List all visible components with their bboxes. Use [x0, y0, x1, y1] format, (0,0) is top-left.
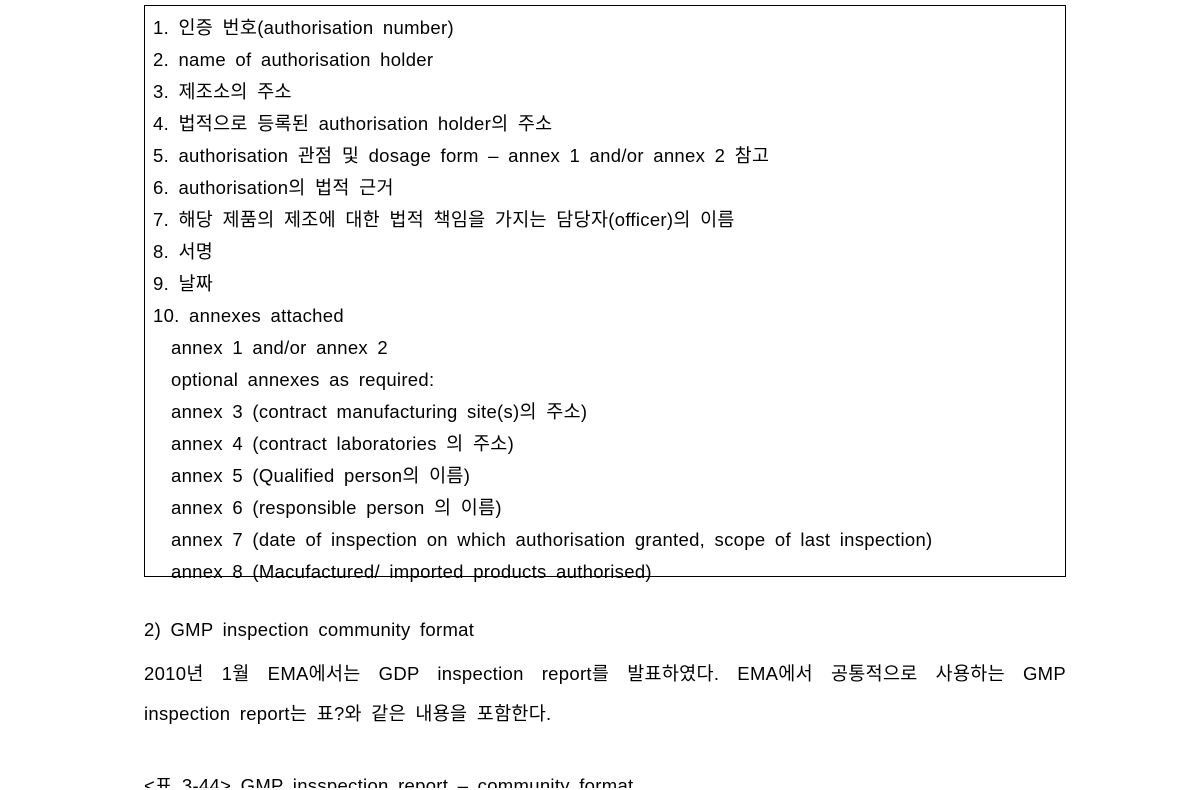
sub-item-4: annex 4 (contract laboratories 의 주소) — [153, 428, 1057, 460]
numbered-list-box: 1. 인증 번호(authorisation number) 2. name o… — [144, 5, 1066, 577]
sub-item-1: annex 1 and/or annex 2 — [153, 332, 1057, 364]
list-item-7: 7. 해당 제품의 제조에 대한 법적 책임을 가지는 담당자(officer)… — [153, 204, 1057, 236]
table-caption: <표 3-44> GMP insspection report – commun… — [144, 770, 1066, 788]
list-item-5: 5. authorisation 관점 및 dosage form – anne… — [153, 140, 1057, 172]
list-item-10: 10. annexes attached — [153, 300, 1057, 332]
sub-item-7: annex 7 (date of inspection on which aut… — [153, 524, 1057, 556]
list-item-2: 2. name of authorisation holder — [153, 44, 1057, 76]
sub-item-6: annex 6 (responsible person 의 이름) — [153, 492, 1057, 524]
sub-item-8: annex 8 (Macufactured/ imported products… — [153, 556, 1057, 588]
sub-item-2: optional annexes as required: — [153, 364, 1057, 396]
list-item-9: 9. 날짜 — [153, 268, 1057, 300]
section-heading: 2) GMP inspection community format — [144, 614, 1066, 646]
section-below-box: 2) GMP inspection community format 2010년… — [144, 614, 1066, 788]
section-paragraph: 2010년 1월 EMA에서는 GDP inspection report를 발… — [144, 654, 1066, 734]
list-item-6: 6. authorisation의 법적 근거 — [153, 172, 1057, 204]
list-item-8: 8. 서명 — [153, 236, 1057, 268]
list-item-1: 1. 인증 번호(authorisation number) — [153, 12, 1057, 44]
list-item-3: 3. 제조소의 주소 — [153, 76, 1057, 108]
list-item-4: 4. 법적으로 등록된 authorisation holder의 주소 — [153, 108, 1057, 140]
sub-item-5: annex 5 (Qualified person의 이름) — [153, 460, 1057, 492]
sub-item-3: annex 3 (contract manufacturing site(s)의… — [153, 396, 1057, 428]
